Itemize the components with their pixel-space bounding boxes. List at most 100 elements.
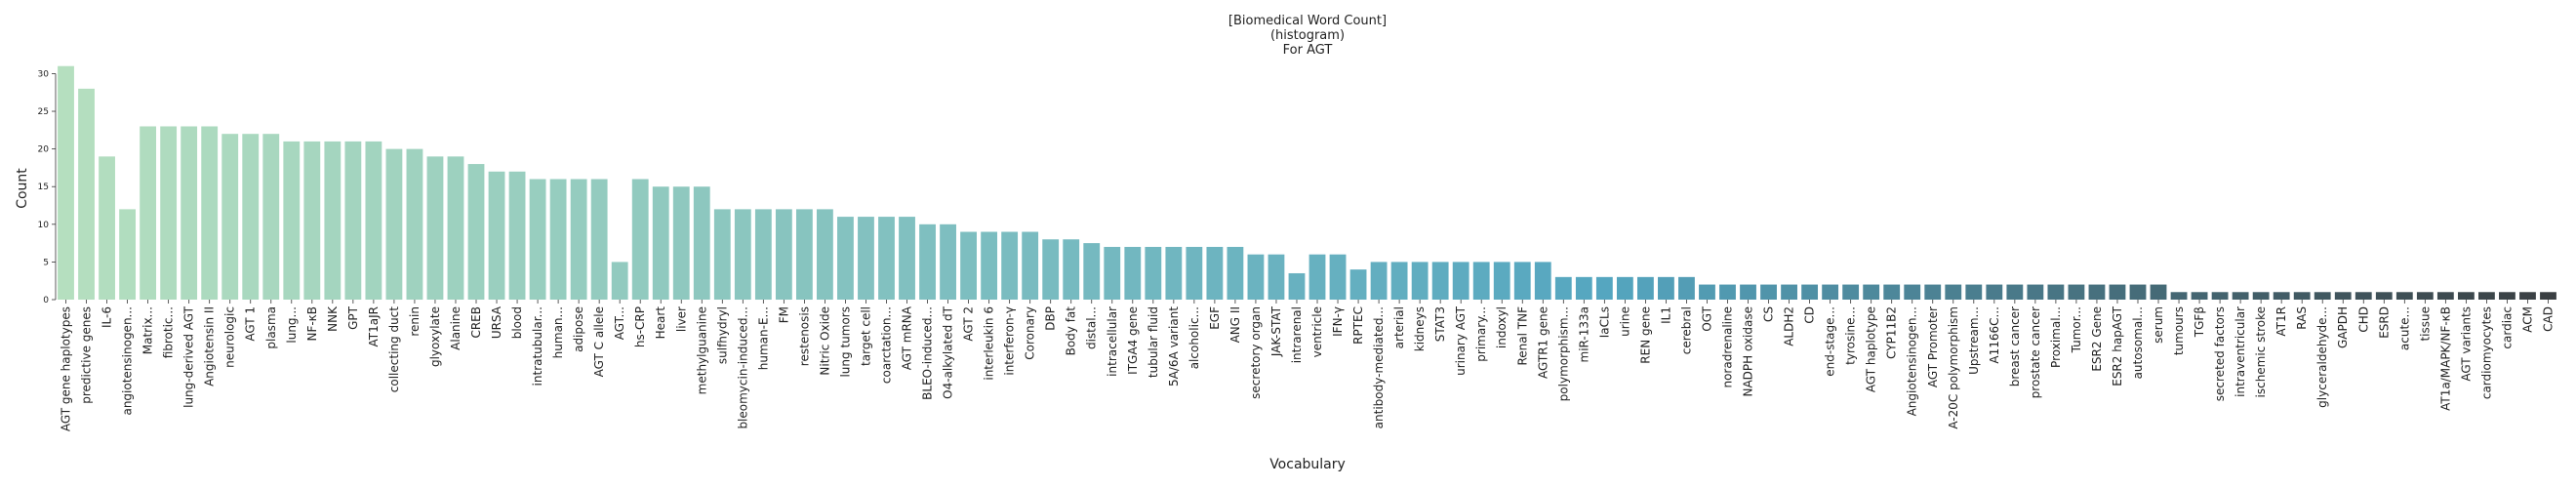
bar [2273, 292, 2290, 300]
x-tick-label: OGT [1700, 305, 1713, 331]
x-tick-label: kidneys [1413, 306, 1427, 351]
bar [1206, 246, 1224, 300]
bar [1637, 276, 1654, 300]
bar [858, 217, 874, 300]
bar [1390, 262, 1408, 300]
bar [2519, 292, 2536, 300]
chart-title-line: For AGT [1283, 43, 1333, 58]
x-tick-label: lung tumors [838, 306, 852, 378]
bar [1308, 254, 1326, 300]
x-tick-label: STAT3 [1433, 306, 1447, 342]
x-tick-label: ACM [2520, 306, 2534, 333]
bar [611, 262, 628, 300]
bar [242, 134, 260, 300]
x-tick-label: BLEO-induced... [921, 306, 935, 400]
bar [1678, 276, 1695, 300]
x-tick-label: arterial [1392, 306, 1406, 348]
bar [99, 156, 115, 300]
bar [1288, 272, 1306, 300]
x-tick-label: GPT [346, 305, 360, 330]
bar [1760, 284, 1777, 300]
bar [201, 126, 219, 300]
bar [2478, 292, 2495, 300]
y-tick-label: 20 [38, 145, 50, 155]
bar [1863, 284, 1880, 300]
x-tick-label: lung-derived AGT [182, 305, 196, 408]
bar [467, 164, 485, 300]
bar [2375, 292, 2393, 300]
x-tick-label: JAK-STAT [1269, 305, 1283, 357]
x-tick-label: fibrotic... [162, 306, 176, 358]
x-axis-label: Vocabulary [1269, 457, 1346, 472]
bar [775, 209, 792, 301]
bar [1699, 284, 1715, 300]
bar [2109, 284, 2126, 300]
x-tick-label: antibody-mediated... [1372, 306, 1386, 428]
bar [2027, 284, 2044, 300]
x-tick-label: NNK [326, 305, 340, 332]
bar [878, 217, 895, 300]
x-tick-label: predictive genes [80, 306, 94, 404]
bar [160, 126, 178, 300]
x-tick-label: hs-CRP [633, 306, 647, 347]
bar [1986, 284, 2003, 300]
bar [283, 141, 301, 300]
bar [1616, 276, 1633, 300]
bar [570, 179, 587, 300]
x-tick-label: CS [1762, 306, 1776, 322]
bar [1801, 284, 1819, 300]
x-tick-label: sulfhydryl [715, 306, 729, 364]
x-tick-label: breast cancer [2008, 306, 2022, 386]
bar [2047, 284, 2065, 300]
x-tick-label: coarctation... [879, 306, 893, 384]
x-tick-label: Renal TNF [1515, 306, 1529, 366]
x-tick-label: DBP [1044, 306, 1058, 331]
x-tick-label: noradrenaline [1721, 306, 1735, 388]
x-tick-label: ALDH2 [1783, 306, 1796, 346]
chart-title-line: (histogram) [1270, 28, 1345, 43]
bar [2457, 292, 2475, 300]
bar [344, 141, 362, 300]
bar [734, 209, 751, 301]
x-tick-label: angiotensinogen... [121, 306, 135, 416]
bar [2088, 284, 2106, 300]
x-tick-label: indoxyl [1495, 306, 1509, 348]
x-tick-label: AT1R [2274, 306, 2288, 337]
x-tick-label: Proximal... [2049, 306, 2063, 368]
x-tick-label: AGT... [613, 306, 626, 340]
x-tick-label: CREB [469, 306, 483, 339]
bar [2436, 292, 2454, 300]
bar [1554, 276, 1572, 300]
bar [1883, 284, 1901, 300]
x-tick-label: tubular fluid [1147, 306, 1160, 378]
bar [2395, 292, 2413, 300]
bar [549, 179, 567, 300]
bar [1924, 284, 1942, 300]
bar [1904, 284, 1921, 300]
x-tick-label: A-20C polymorphism [1947, 306, 1960, 429]
x-tick-label: ESR2 hapAGT [2111, 305, 2124, 386]
x-tick-label: plasma [264, 306, 278, 349]
y-tick-label: 10 [38, 221, 50, 230]
x-tick-label: collecting duct [387, 306, 401, 392]
x-tick-label: liver [674, 306, 688, 332]
x-tick-label: glyoxylate [428, 306, 442, 367]
bar [1370, 262, 1388, 300]
x-tick-label: neurologic [223, 306, 237, 368]
bar [365, 141, 382, 300]
bar [1575, 276, 1592, 300]
bar [1658, 276, 1674, 300]
bar [2355, 292, 2372, 300]
x-tick-label: intraventricular [2234, 306, 2247, 397]
x-tick-label: bleomycin-induced... [736, 306, 749, 429]
bar [1042, 239, 1060, 300]
bar [1595, 276, 1613, 300]
x-tick-label: prostate cancer [2029, 306, 2042, 398]
bar [590, 179, 608, 300]
x-tick-label: human... [551, 306, 565, 358]
x-tick-label: REN gene [1638, 306, 1652, 364]
x-tick-label: GAPDH [2336, 306, 2350, 348]
x-tick-label: intracellular [1106, 306, 1119, 377]
bar [1227, 246, 1244, 300]
x-tick-label: Angiotensin II [203, 306, 217, 386]
